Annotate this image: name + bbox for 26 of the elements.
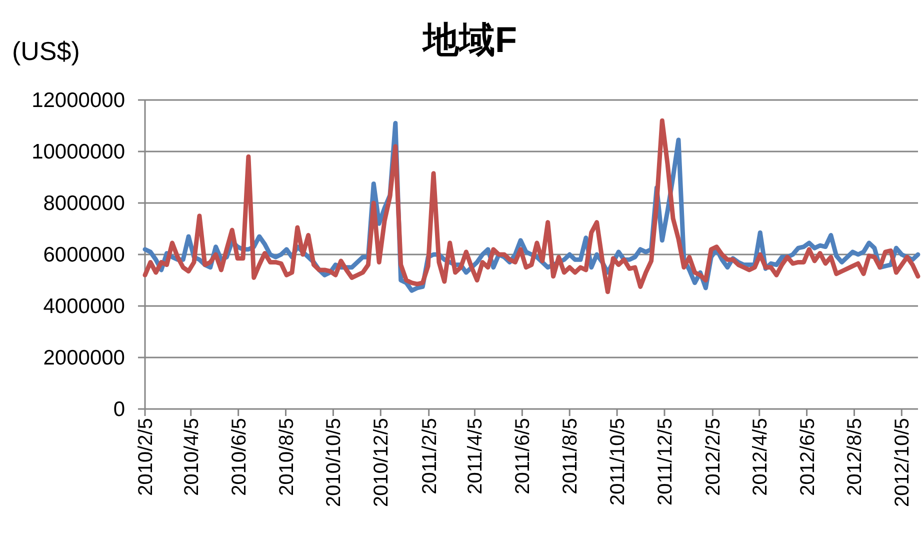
- x-tick-label: 2012/6/5: [796, 418, 819, 496]
- y-tick-label: 10000000: [32, 140, 125, 164]
- x-tick-label: 2010/6/5: [228, 418, 250, 496]
- y-axis-title: (US$): [12, 36, 80, 66]
- x-tick-label: 2011/8/5: [560, 418, 582, 494]
- x-tick-label: 2012/10/5: [892, 418, 914, 507]
- y-tick-label: 8000000: [43, 192, 125, 215]
- y-tick-label: 0: [113, 398, 125, 421]
- x-tick-label: 2011/2/5: [418, 418, 441, 494]
- x-tick-label: 2011/10/5: [607, 418, 630, 506]
- y-tick-label: 4000000: [43, 295, 125, 318]
- x-tick-label: 2012/8/5: [844, 418, 866, 496]
- x-tick-label: 2012/4/5: [749, 418, 772, 496]
- x-tick-label: 2010/8/5: [276, 418, 298, 496]
- x-tick-label: 2011/6/5: [512, 418, 534, 494]
- x-tick-label: 2012/2/5: [702, 418, 725, 496]
- y-tick-label: 12000000: [32, 89, 125, 112]
- x-tick-label: 2011/12/5: [654, 418, 676, 506]
- x-tick-label: 2010/10/5: [323, 418, 346, 507]
- y-tick-label: 2000000: [43, 346, 125, 370]
- x-tick-label: 2010/12/5: [370, 418, 393, 507]
- y-tick-label: 6000000: [43, 244, 125, 266]
- x-tick-label: 2010/4/5: [180, 418, 203, 496]
- x-tick-label: 2011/4/5: [464, 418, 487, 494]
- x-tick-label: 2010/2/5: [135, 418, 157, 496]
- chart-title: 地域F: [421, 19, 517, 60]
